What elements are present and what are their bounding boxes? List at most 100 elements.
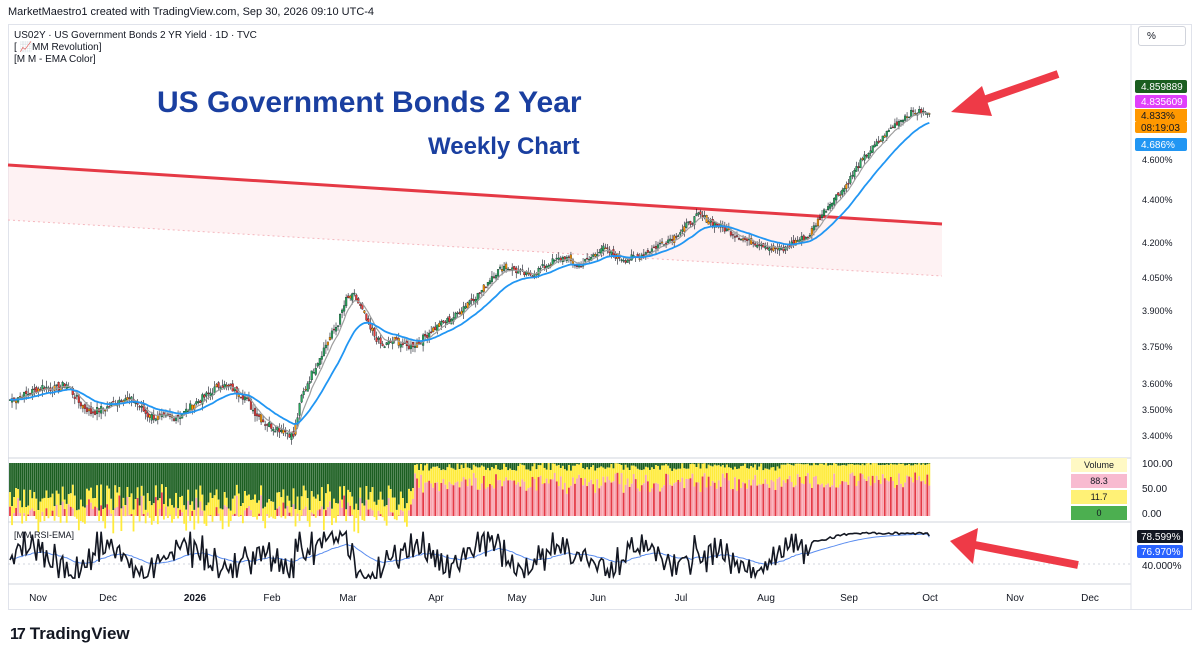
volume-bar-green [90,463,92,488]
volume-bar-red [424,482,427,516]
candle-body [673,235,676,243]
volume-bar-green [430,463,433,469]
candle-body [596,254,599,257]
volume-bar-green [537,463,540,465]
volume-bar-yellow [363,505,366,521]
volume-bar-green [470,463,473,470]
rsi-value-text: 78.599% [1141,532,1181,543]
indicator-label-ema[interactable]: [M M - EMA Color] [14,54,96,65]
price-label-box [1135,95,1187,108]
volume-bar-red [875,475,878,516]
candle-body [806,236,809,239]
candle-body [847,182,850,185]
tradingview-logo[interactable]: 17 TradingView [10,624,130,644]
volume-bar-red [634,479,637,516]
volume-bar-green [679,463,682,469]
volume-bar-yellow [924,464,927,485]
volume-bar-green [582,463,584,469]
candle-body [266,424,269,426]
price-label-box [1135,138,1187,151]
volume-bar-red [736,490,738,516]
volume-bar-green [511,463,514,471]
volume-bar-yellow [819,463,821,485]
volume-bar-yellow [77,509,80,531]
volume-bar-yellow [325,493,327,511]
volume-bar-green [45,463,48,491]
candle-body [863,154,866,161]
volume-bar-red [768,487,771,516]
volume-bar-yellow [130,493,133,515]
volume-bar-green [288,463,291,501]
volume-bar-green [655,463,657,466]
volume-bar-yellow [651,467,653,489]
volume-bar-green [397,463,400,505]
volume-bar-yellow [191,501,194,512]
volume-bar-green [35,463,38,499]
volume-bar-green [314,463,317,499]
volume-bar-yellow [274,509,277,519]
volume-bar-green [67,463,70,495]
candle-body [912,110,915,112]
volume-bar-red [225,506,228,516]
volume-bar-red [669,484,672,516]
candle-body [258,414,261,417]
volume-bar-green [478,463,481,468]
volume-bar-yellow [719,466,722,487]
volume-bar-red [165,506,167,516]
volume-bar-green [55,463,58,491]
candle-body [448,316,451,322]
volume-bar-green [219,463,222,509]
volume-bar-green [23,463,26,490]
candle-body [199,400,202,403]
volume-bar-green [527,463,530,470]
volume-bar-green [229,463,232,511]
volume-bar-green [738,463,740,469]
volume-bar-red [547,483,550,516]
candle-body [379,337,382,344]
volume-bar-green [786,463,789,464]
volume-bar-red [555,481,558,516]
time-axis-label: Jun [590,593,606,604]
volume-bar-green [707,463,710,465]
candle-body [592,254,595,257]
volume-bar-green [248,463,250,495]
volume-bar-red [885,480,888,516]
volume-bar-yellow [464,463,467,480]
candle-body [782,247,785,252]
indicator-label-revolution[interactable]: [ 📈MM Revolution] [14,42,102,53]
volume-bar-red [55,504,58,516]
volume-bar-yellow [687,468,690,480]
volume-bar-green [195,463,198,490]
volume-bar-yellow [725,464,728,474]
volume-bar-green [239,463,242,507]
volume-bar-yellow [798,463,801,478]
volume-bar-red [887,481,890,516]
volume-bar-red [537,477,540,516]
volume-bar-green [821,463,823,464]
volume-bar-yellow [278,492,281,507]
volume-bar-yellow [877,465,880,480]
volume-bar-red [687,479,690,516]
volume-bar-red [644,474,647,516]
volume-bar-green [438,463,441,469]
volume-bar-green [138,463,141,506]
volume-bar-yellow [219,508,222,521]
candle-body [126,397,129,401]
volume-bar-green [754,463,757,465]
candle-body [814,225,817,227]
candle-body [918,109,921,113]
volume-bar-green [272,463,275,502]
trendline[interactable] [7,163,943,226]
volume-bar-green [57,463,60,494]
volume-bar-yellow [201,494,204,511]
candle-body [713,222,716,228]
candle-body [197,401,200,404]
volume-bar-red [612,481,615,516]
percent-scale-button[interactable]: % [1138,26,1186,46]
volume-bar-yellow [69,493,72,507]
volume-bar-yellow [65,503,68,523]
volume-bar-green [742,463,744,466]
symbol-line[interactable]: US02Y · US Government Bonds 2 YR Yield ·… [14,30,257,41]
volume-legend-cell [1071,506,1127,520]
